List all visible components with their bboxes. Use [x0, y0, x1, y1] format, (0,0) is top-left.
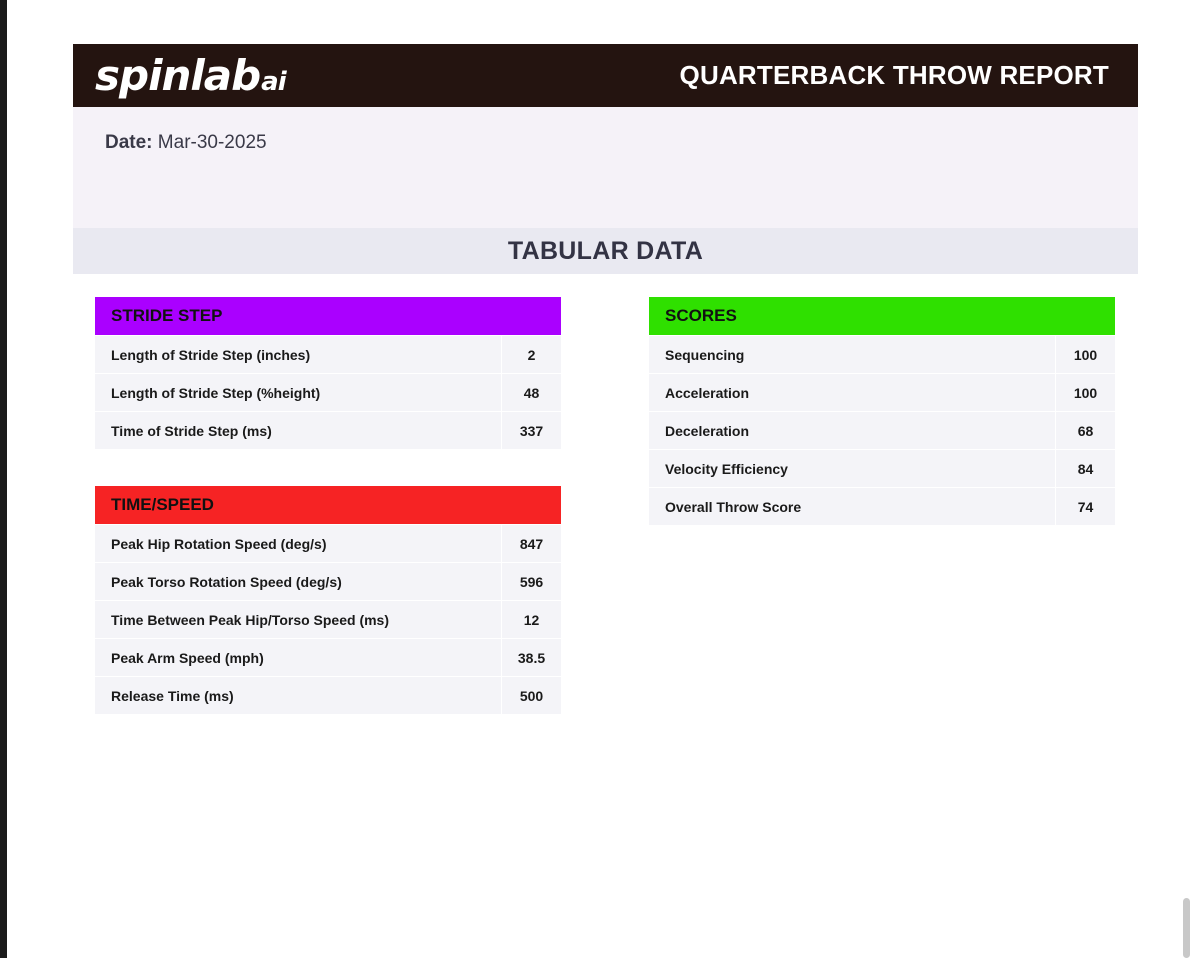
table-row: Deceleration 68: [649, 411, 1115, 449]
row-label: Release Time (ms): [111, 687, 234, 704]
row-label: Peak Hip Rotation Speed (deg/s): [111, 535, 327, 552]
logo-main: spinlab: [95, 50, 261, 100]
row-label: Length of Stride Step (%height): [111, 384, 321, 401]
time-speed-card: TIME/SPEED Peak Hip Rotation Speed (deg/…: [95, 486, 561, 714]
section-banner: TABULAR DATA: [73, 228, 1138, 274]
window-left-edge: [0, 0, 7, 958]
row-label: Peak Torso Rotation Speed (deg/s): [111, 573, 342, 590]
report-header: spinlabai QUARTERBACK THROW REPORT: [73, 44, 1138, 107]
row-label: Peak Arm Speed (mph): [111, 649, 264, 666]
row-value: 74: [1055, 488, 1115, 525]
row-value: 38.5: [501, 639, 561, 676]
row-label: Velocity Efficiency: [665, 460, 788, 477]
row-value: 68: [1055, 412, 1115, 449]
row-label: Length of Stride Step (inches): [111, 346, 311, 363]
table-row: Length of Stride Step (%height) 48: [95, 373, 561, 411]
table-row: Sequencing 100: [649, 335, 1115, 373]
table-row: Velocity Efficiency 84: [649, 449, 1115, 487]
scores-header: SCORES: [649, 297, 1115, 335]
scores-card: SCORES Sequencing 100 Acceleration 100 D…: [649, 297, 1115, 525]
table-row: Release Time (ms) 500: [95, 676, 561, 714]
date-line: Date: Mar-30-2025: [105, 132, 1106, 154]
stride-step-header: STRIDE STEP: [95, 297, 561, 335]
table-row: Length of Stride Step (inches) 2: [95, 335, 561, 373]
row-value: 2: [501, 336, 561, 373]
row-value: 100: [1055, 336, 1115, 373]
table-row: Time of Stride Step (ms) 337: [95, 411, 561, 449]
table-row: Peak Hip Rotation Speed (deg/s) 847: [95, 524, 561, 562]
row-value: 847: [501, 525, 561, 562]
row-value: 500: [501, 677, 561, 714]
scrollbar-thumb[interactable]: [1183, 898, 1190, 958]
report-page: spinlabai QUARTERBACK THROW REPORT Date:…: [73, 44, 1138, 274]
report-title: QUARTERBACK THROW REPORT: [679, 60, 1109, 90]
row-label: Sequencing: [665, 346, 745, 363]
logo-suffix: ai: [261, 66, 286, 97]
date-value: Mar-30-2025: [157, 132, 267, 153]
row-value: 596: [501, 563, 561, 600]
row-label: Acceleration: [665, 384, 750, 401]
table-row: Time Between Peak Hip/Torso Speed (ms) 1…: [95, 600, 561, 638]
table-row: Overall Throw Score 74: [649, 487, 1115, 525]
spinlab-logo: spinlabai: [95, 54, 287, 97]
stride-step-card: STRIDE STEP Length of Stride Step (inche…: [95, 297, 561, 449]
date-label: Date:: [105, 132, 153, 153]
report-meta: Date: Mar-30-2025: [73, 107, 1138, 228]
row-label: Time Between Peak Hip/Torso Speed (ms): [111, 611, 390, 628]
section-title: TABULAR DATA: [507, 236, 704, 265]
row-value: 100: [1055, 374, 1115, 411]
table-row: Acceleration 100: [649, 373, 1115, 411]
row-value: 337: [501, 412, 561, 449]
table-row: Peak Torso Rotation Speed (deg/s) 596: [95, 562, 561, 600]
time-speed-header: TIME/SPEED: [95, 486, 561, 524]
row-value: 12: [501, 601, 561, 638]
row-label: Overall Throw Score: [665, 498, 802, 515]
table-row: Peak Arm Speed (mph) 38.5: [95, 638, 561, 676]
row-label: Time of Stride Step (ms): [111, 422, 272, 439]
row-label: Deceleration: [665, 422, 750, 439]
row-value: 84: [1055, 450, 1115, 487]
row-value: 48: [501, 374, 561, 411]
